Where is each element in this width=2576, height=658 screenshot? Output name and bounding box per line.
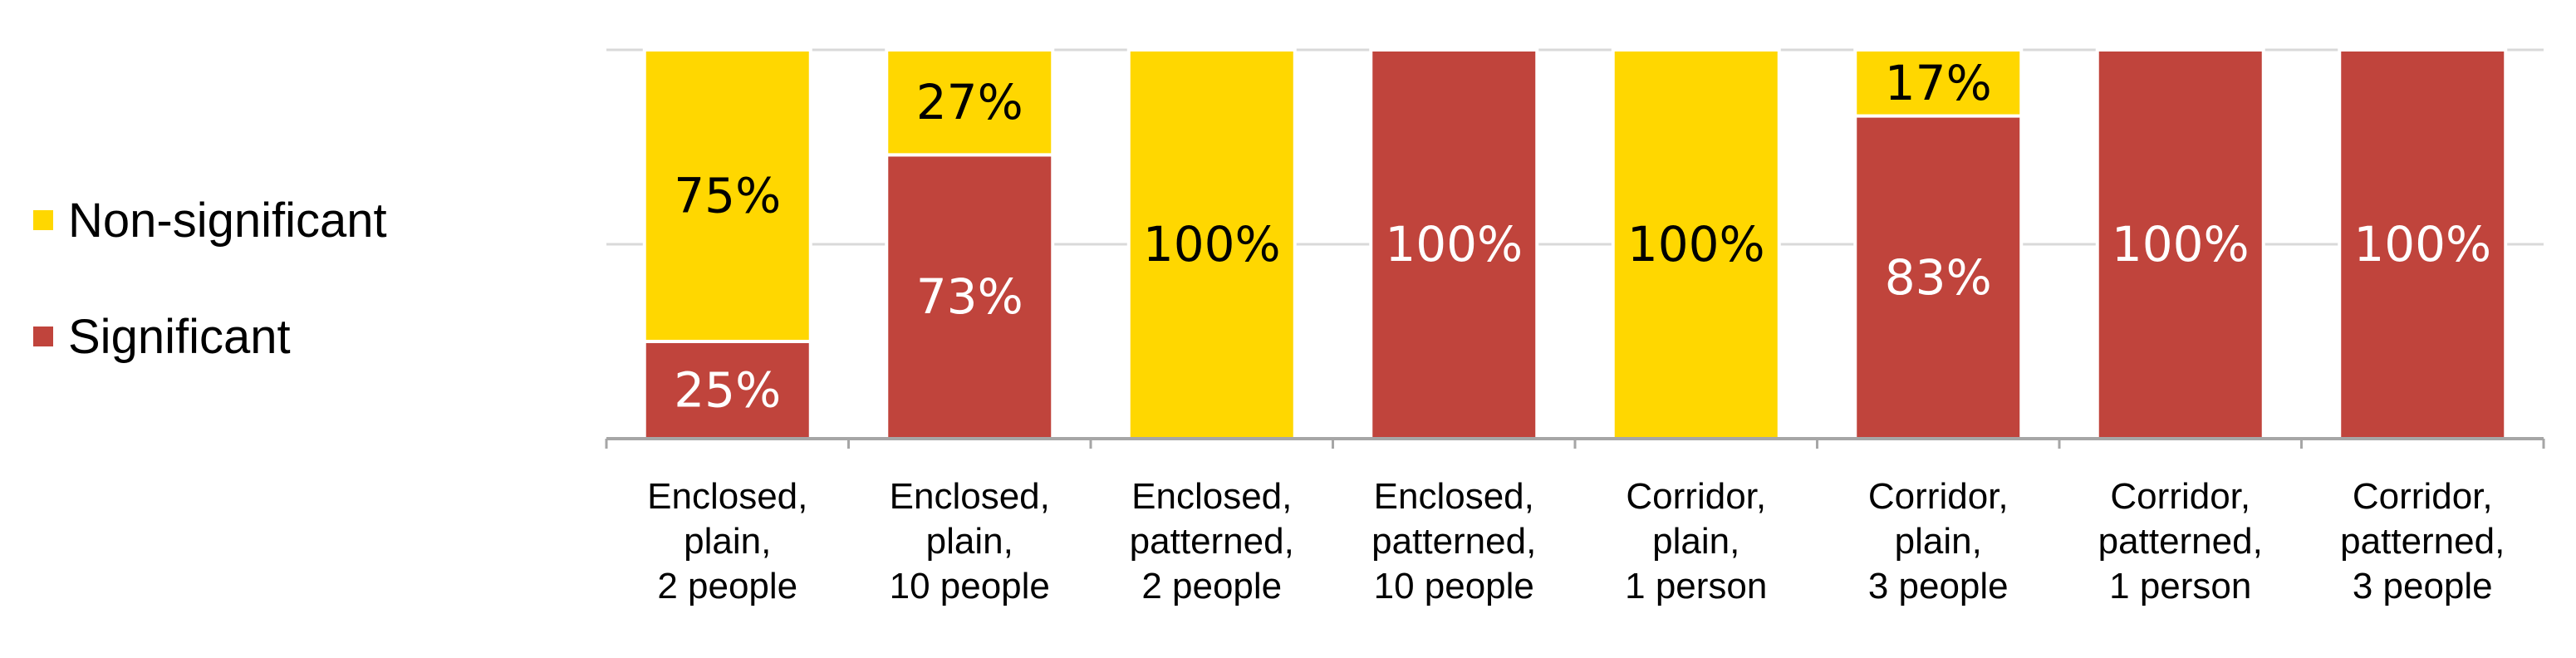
- x-tick-label: Enclosed, patterned, 2 people: [1130, 476, 1294, 606]
- data-label: 75%: [674, 168, 781, 224]
- x-tick-label-line: plain,: [926, 521, 1013, 562]
- data-label: 100%: [1627, 216, 1765, 273]
- x-tick-label-line: patterned,: [2340, 521, 2505, 562]
- bar-segment-significant: [1853, 114, 2024, 440]
- x-tick-label-line: Corridor,: [1626, 476, 1766, 517]
- bar-segment-significant: [2095, 48, 2265, 440]
- x-tick-label-line: Corridor,: [2110, 476, 2250, 517]
- x-tick-label-line: plain,: [1652, 521, 1739, 562]
- data-label: 27%: [916, 74, 1023, 130]
- x-tick-label: Corridor, plain, 1 person: [1625, 476, 1767, 606]
- x-tick-label-line: plain,: [1895, 521, 1982, 562]
- legend-item-non-significant: Non-significant: [33, 191, 387, 249]
- data-label: 100%: [1143, 216, 1281, 273]
- bar-segment-significant: [642, 340, 812, 440]
- x-tick-label-line: Enclosed,: [1374, 476, 1534, 517]
- x-tick-label-line: patterned,: [2098, 521, 2263, 562]
- legend-swatch-significant: [33, 327, 53, 346]
- x-tick-label-line: 3 people: [2353, 566, 2493, 606]
- data-label: 73%: [916, 268, 1023, 325]
- x-tick-label-line: 1 person: [1625, 566, 1767, 606]
- x-tick-label-line: 10 people: [1374, 566, 1534, 606]
- data-label: 100%: [1385, 216, 1523, 273]
- x-tick-label: Corridor, patterned, 3 people: [2340, 476, 2505, 606]
- x-tick-label-line: patterned,: [1130, 521, 1294, 562]
- chart-legend: Non-significant Significant: [33, 191, 387, 424]
- x-tick-label: Enclosed, plain, 2 people: [647, 476, 807, 606]
- x-tick-label: Enclosed, patterned, 10 people: [1371, 476, 1536, 606]
- x-tick-label-line: Corridor,: [1868, 476, 2009, 517]
- x-tick-label-line: Corridor,: [2353, 476, 2493, 517]
- x-tick-label: Enclosed, plain, 10 people: [890, 476, 1050, 606]
- x-tick-label-line: Enclosed,: [647, 476, 807, 517]
- x-tick-label: Corridor, patterned, 1 person: [2098, 476, 2263, 606]
- x-tick-label-line: Enclosed,: [890, 476, 1050, 517]
- legend-swatch-non-significant: [33, 210, 53, 230]
- data-label: 17%: [1885, 55, 1992, 111]
- data-label: 25%: [674, 362, 781, 419]
- x-tick-label-line: plain,: [684, 521, 771, 562]
- bar-segment-non-significant: [1853, 48, 2024, 118]
- legend-label-significant: Significant: [68, 309, 291, 364]
- data-label: 100%: [2112, 216, 2250, 273]
- x-tick-label: Corridor, plain, 3 people: [1868, 476, 2009, 606]
- bar-segment-non-significant: [642, 48, 812, 343]
- x-tick-label-line: 2 people: [657, 566, 797, 606]
- bar-segment-non-significant: [885, 48, 1055, 157]
- x-tick-label-line: patterned,: [1371, 521, 1536, 562]
- data-label: 83%: [1885, 249, 1992, 306]
- bar-segment-significant: [885, 153, 1055, 441]
- data-label: 100%: [2353, 216, 2491, 273]
- legend-label-non-significant: Non-significant: [68, 193, 387, 248]
- x-tick-label-line: Enclosed,: [1131, 476, 1292, 517]
- x-tick-label-line: 2 people: [1141, 566, 1282, 606]
- legend-item-significant: Significant: [33, 307, 387, 366]
- x-tick-label-line: 10 people: [890, 566, 1050, 606]
- x-tick-label-line: 1 person: [2109, 566, 2251, 606]
- bar-segment-non-significant: [1126, 48, 1297, 440]
- x-tick-label-line: 3 people: [1868, 566, 2009, 606]
- bar-segment-significant: [2338, 48, 2508, 440]
